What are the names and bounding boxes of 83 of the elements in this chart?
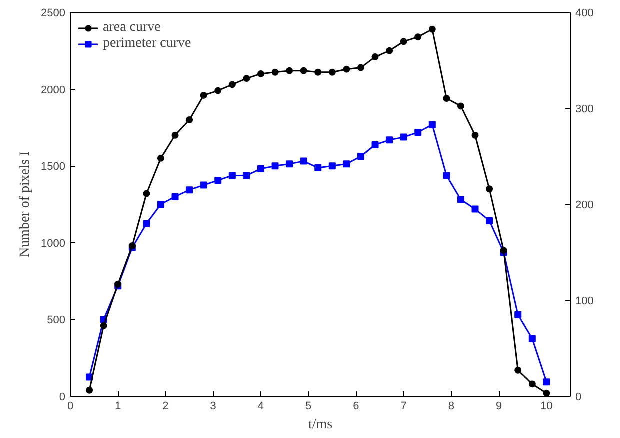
point xyxy=(443,95,450,102)
x-tick-label: 7 xyxy=(400,400,407,412)
x-tick-label: 5 xyxy=(306,400,312,412)
point xyxy=(343,160,350,168)
x-tick-label: 9 xyxy=(496,400,502,412)
y-tick-label: 1500 xyxy=(41,161,66,174)
point xyxy=(228,172,236,180)
point xyxy=(272,68,279,76)
point xyxy=(86,386,94,394)
point xyxy=(400,134,408,141)
y-axis-title: Number of pixels I xyxy=(18,151,34,258)
point xyxy=(514,366,522,374)
point xyxy=(143,190,150,198)
point xyxy=(372,54,379,61)
point xyxy=(143,220,150,228)
x-tick-label: 4 xyxy=(258,400,264,412)
x-tick-label: 3 xyxy=(210,400,216,412)
point xyxy=(328,162,336,170)
point xyxy=(300,67,308,74)
y-tick-label: 2500 xyxy=(41,8,66,20)
y-tick-label: 0 xyxy=(59,392,66,404)
point xyxy=(157,154,164,162)
point xyxy=(486,186,494,193)
point xyxy=(343,66,350,73)
point xyxy=(228,81,236,88)
y2-tick-label: 400 xyxy=(576,8,594,20)
y2-tick-label: 0 xyxy=(576,392,582,404)
x-tick-label: 10 xyxy=(540,400,553,412)
point xyxy=(457,196,464,204)
point xyxy=(272,162,279,170)
point xyxy=(257,165,264,172)
y-tick-label: 500 xyxy=(47,314,66,327)
x-tick-label: 8 xyxy=(448,400,455,412)
point xyxy=(314,68,322,76)
point xyxy=(528,380,536,388)
point xyxy=(543,378,550,386)
point xyxy=(200,92,208,99)
point xyxy=(528,335,536,342)
point xyxy=(328,68,336,76)
point xyxy=(243,75,250,82)
point xyxy=(386,136,394,144)
point xyxy=(257,70,264,78)
point xyxy=(472,132,479,139)
point xyxy=(357,64,364,72)
point xyxy=(428,121,436,128)
y2-tick-label: 200 xyxy=(576,200,594,212)
y-tick-label: 2000 xyxy=(41,84,66,96)
point xyxy=(172,193,179,200)
point xyxy=(172,132,179,139)
point xyxy=(443,172,450,180)
point xyxy=(214,177,222,184)
point xyxy=(400,38,408,46)
point xyxy=(243,172,250,180)
point xyxy=(300,158,308,165)
x-tick-label: 6 xyxy=(353,400,360,412)
point xyxy=(157,201,164,208)
point xyxy=(200,182,208,189)
point xyxy=(186,116,194,124)
point xyxy=(472,206,479,213)
point xyxy=(414,34,422,41)
point xyxy=(286,67,294,74)
point xyxy=(314,164,322,172)
point xyxy=(386,47,394,54)
point xyxy=(372,141,379,148)
point xyxy=(100,322,108,330)
point xyxy=(414,129,422,136)
x-axis-title: t/ms xyxy=(308,418,333,432)
y2-tick-label: 100 xyxy=(576,296,594,308)
y2-tick-label: 300 xyxy=(576,104,594,116)
point xyxy=(457,102,464,110)
x-tick-label: 0 xyxy=(67,400,74,412)
point xyxy=(186,186,194,194)
point xyxy=(486,217,494,224)
point xyxy=(214,87,222,94)
legend-label: perimeter curve xyxy=(103,36,192,52)
point xyxy=(357,153,364,160)
point xyxy=(286,160,294,168)
point xyxy=(428,26,436,33)
x-tick-label: 1 xyxy=(115,400,122,412)
point xyxy=(514,311,522,318)
x-tick-label: 2 xyxy=(162,400,169,412)
y-tick-label: 1000 xyxy=(41,238,66,250)
legend-label: area curve xyxy=(103,20,161,36)
